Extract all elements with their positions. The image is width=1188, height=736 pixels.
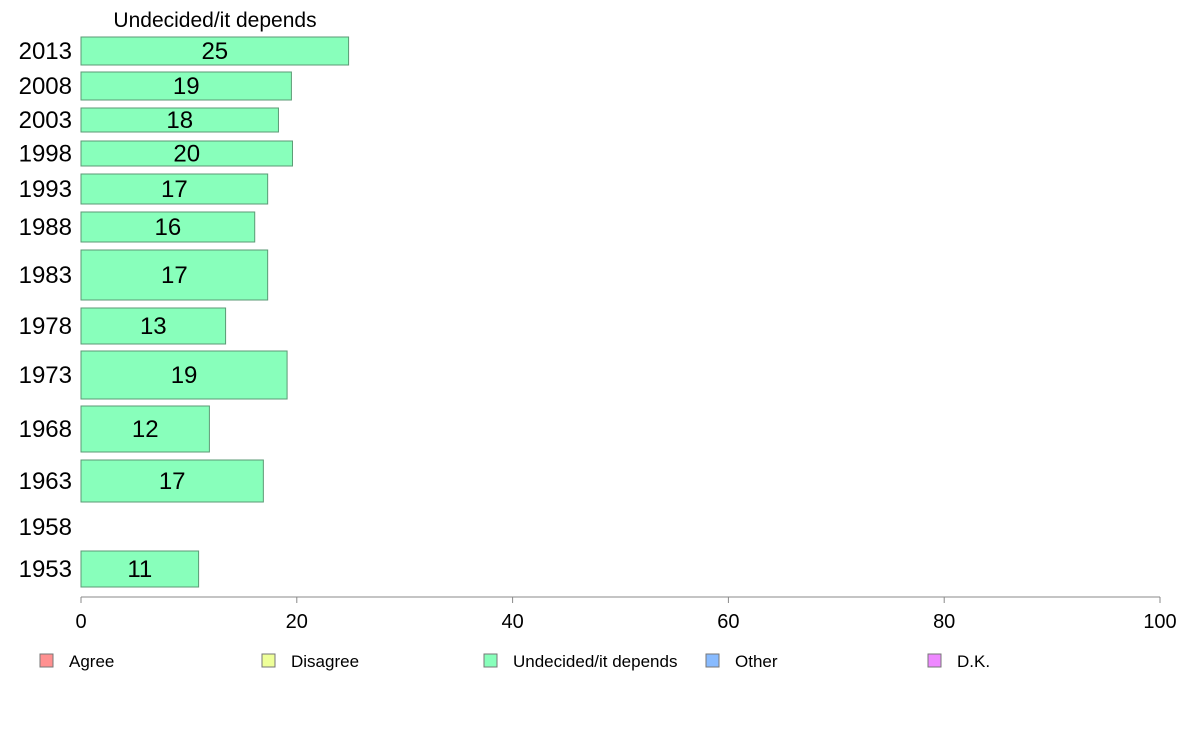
- legend-swatch: [705, 653, 720, 668]
- year-label: 1968: [19, 416, 72, 443]
- bar-value-label: 19: [171, 362, 198, 389]
- year-label: 1983: [19, 262, 72, 289]
- x-tick-label: 0: [75, 611, 86, 633]
- bar-value-label: 25: [201, 38, 228, 65]
- bar-value-label: 19: [173, 73, 200, 100]
- bar: [80, 140, 293, 167]
- year-label: 1993: [19, 176, 72, 203]
- bar: [80, 211, 256, 243]
- legend-item-label: Agree: [69, 652, 114, 671]
- x-tick-label: 100: [1143, 611, 1176, 633]
- chart-title: Undecided/it depends: [113, 9, 316, 32]
- bar: [80, 36, 350, 66]
- year-label: 2008: [19, 73, 72, 100]
- bar-value-label: 18: [166, 107, 193, 134]
- legend-swatch: [261, 653, 276, 668]
- year-label: 1958: [19, 514, 72, 541]
- year-label: 1988: [19, 214, 72, 241]
- bar: [80, 249, 269, 301]
- bar-value-label: 11: [127, 556, 152, 583]
- legend-item-label: Undecided/it depends: [513, 652, 677, 671]
- year-label: 1998: [19, 141, 72, 168]
- x-tick-label: 20: [286, 611, 308, 633]
- legend-swatch: [39, 653, 54, 668]
- bar: [80, 173, 269, 205]
- legend-item-label: Other: [735, 652, 778, 671]
- bar-value-label: 16: [155, 214, 182, 241]
- bar: [80, 459, 264, 503]
- legend-swatch: [927, 653, 942, 668]
- year-label: 1953: [19, 556, 72, 583]
- legend-item-label: D.K.: [957, 652, 990, 671]
- bar: [80, 405, 210, 453]
- year-label: 2013: [19, 38, 72, 65]
- year-label: 1973: [19, 362, 72, 389]
- bar-value-label: 12: [132, 416, 159, 443]
- bar-value-label: 17: [161, 176, 188, 203]
- legend-swatch: [483, 653, 498, 668]
- x-tick-label: 60: [717, 611, 739, 633]
- bar-value-label: 17: [161, 262, 188, 289]
- bar: [80, 71, 292, 101]
- bar-value-label: 20: [173, 141, 200, 168]
- legend-item-label: Disagree: [291, 652, 359, 671]
- bar: [80, 350, 288, 400]
- year-labels: 2013 2008 2003 1998 1993 1988 1983 1978 1973 1968…: [19, 38, 72, 583]
- x-axis: 0 20 40 60 80 100: [75, 596, 1177, 633]
- x-tick-label: 80: [933, 611, 955, 633]
- year-label: 1963: [19, 468, 72, 495]
- bar: [80, 307, 227, 345]
- legend: Agree Disagree Undecided/it depends Other D.…: [39, 652, 990, 671]
- x-tick-label: 40: [501, 611, 523, 633]
- year-label: 2003: [19, 107, 72, 134]
- bar: [80, 550, 200, 588]
- bar: [80, 107, 279, 133]
- year-label: 1978: [19, 313, 72, 340]
- bar-value-label: 17: [159, 468, 186, 495]
- bar-value-label: 13: [140, 313, 167, 340]
